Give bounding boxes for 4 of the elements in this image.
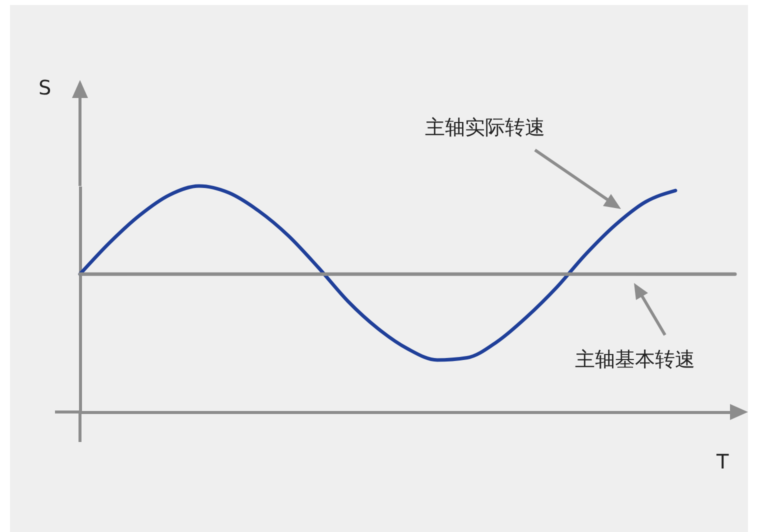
y-axis-title: S (38, 76, 52, 100)
legend-label: 主轴基本转速 (575, 347, 695, 371)
text: 主轴实际转速 (425, 115, 545, 139)
x-axis-title: T (716, 450, 730, 474)
